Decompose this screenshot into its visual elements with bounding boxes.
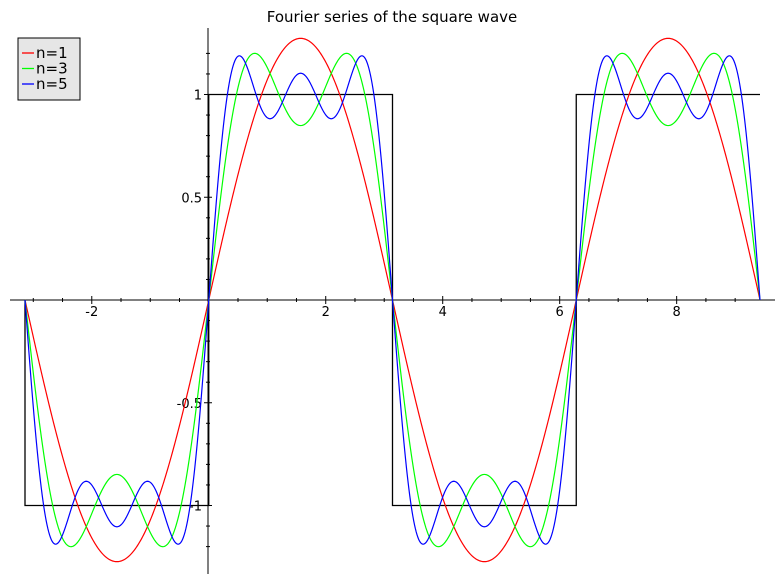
x-tick-label: -2 [85, 305, 98, 320]
y-tick-label: -1 [189, 500, 202, 515]
legend-label-n3: n=3 [36, 60, 68, 78]
legend-label-n1: n=1 [36, 44, 68, 62]
x-tick-label: 4 [439, 305, 447, 320]
x-tick-label: 6 [556, 305, 564, 320]
x-tick-label: 8 [673, 305, 681, 320]
x-tick-label: 2 [322, 305, 330, 320]
chart-title: Fourier series of the square wave [267, 8, 518, 26]
series-line-n5 [24, 55, 761, 545]
square-wave-line [24, 93, 760, 507]
y-tick-label: 0.5 [181, 191, 202, 206]
legend-label-n5: n=5 [36, 75, 68, 93]
y-tick-label: 1 [194, 89, 202, 104]
y-tick-label: -0.5 [177, 397, 202, 412]
